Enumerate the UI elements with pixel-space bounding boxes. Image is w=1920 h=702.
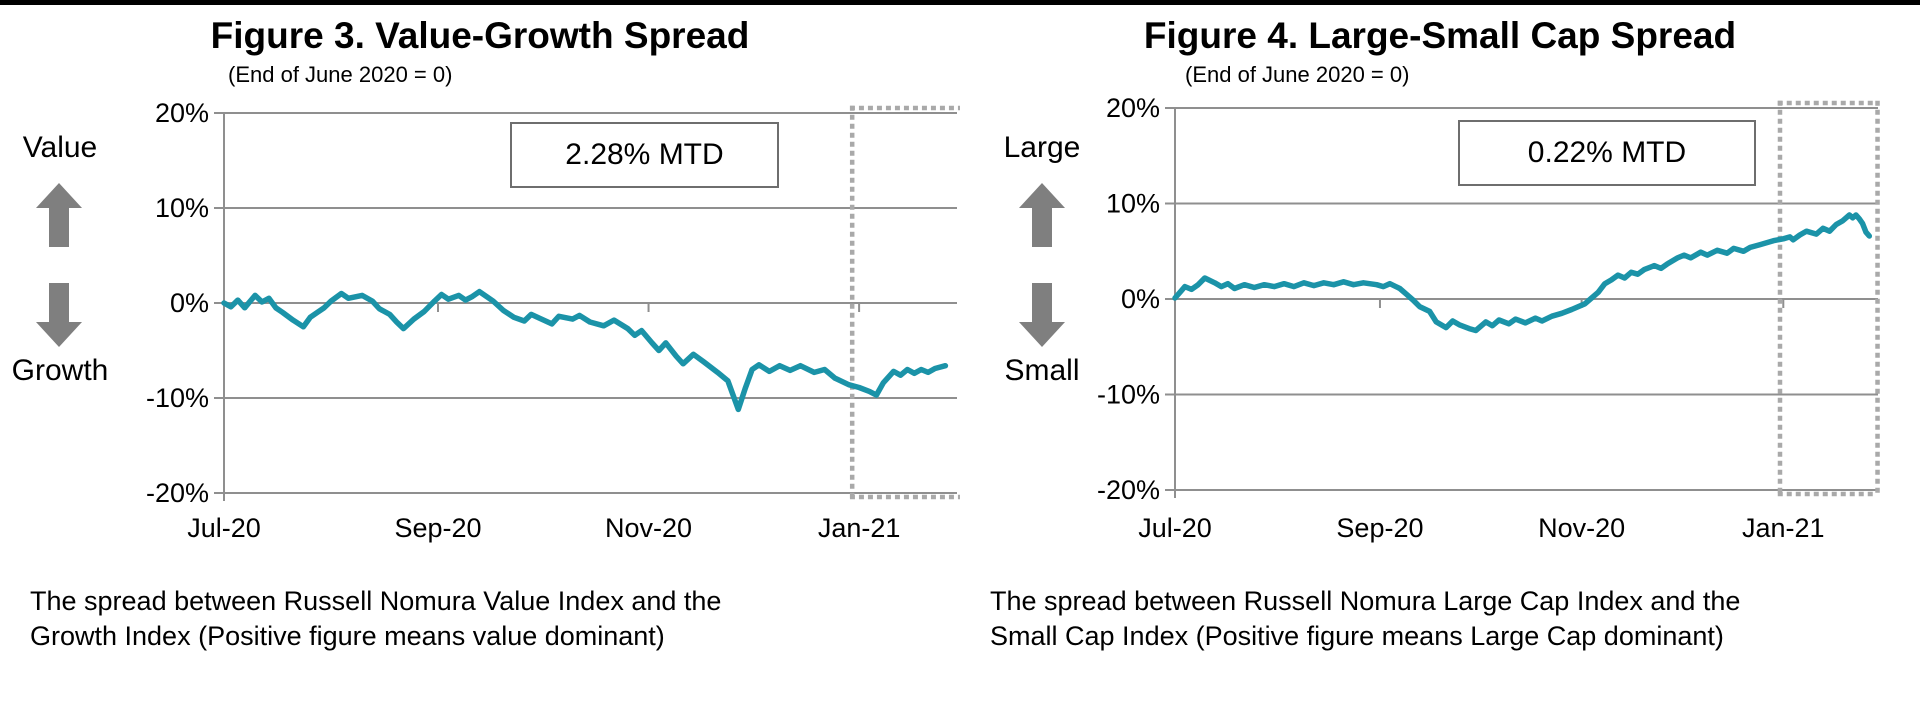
y-tick-label: 0%	[1121, 284, 1160, 314]
x-tick-label: Sep-20	[394, 513, 481, 543]
x-tick-label: Jan-21	[1742, 513, 1825, 543]
figure-3-side-legend: Value Growth	[0, 5, 120, 425]
value-growth-spread-chart: 20% 10% 0% -10% -20% Jul-20 Sep-20 Nov-20 Jan-21	[146, 98, 960, 543]
caption-line: The spread between Russell Nomura Large …	[990, 586, 1741, 616]
y-tick-label: 0%	[170, 288, 209, 318]
caption-line: Growth Index (Positive figure means valu…	[30, 621, 665, 651]
y-tick-label: 10%	[1106, 189, 1160, 219]
down-arrow-icon	[36, 283, 82, 347]
figure-3-caption: The spread between Russell Nomura Value …	[30, 584, 955, 654]
y-tick-label: 20%	[1106, 93, 1160, 123]
x-tick-label: Nov-20	[1538, 513, 1625, 543]
figure-4-caption: The spread between Russell Nomura Large …	[990, 584, 1915, 654]
value-direction-label: Value	[22, 131, 98, 164]
figure-3-subtitle: (End of June 2020 = 0)	[228, 62, 453, 87]
large-small-cap-spread-chart: 20% 10% 0% -10% -20% Jul-20 Sep-20 Nov-20 Jan-21	[1097, 93, 1880, 543]
mtd-annotation-box: 2.28% MTD	[510, 122, 779, 188]
mtd-annotation-label: 0.22% MTD	[1527, 136, 1687, 169]
figure-3-value-growth-spread: Figure 3. Value-Growth Spread (End of Ju…	[0, 5, 960, 702]
spread-line	[221, 288, 949, 413]
y-tick-label: -20%	[146, 478, 209, 508]
y-tick-label: -10%	[1097, 380, 1160, 410]
top-border-bar	[0, 0, 1920, 5]
down-arrow-icon	[1019, 283, 1065, 347]
x-tick-label: Jul-20	[187, 513, 261, 543]
spread-line	[1172, 212, 1873, 334]
figure-4-large-small-cap-spread: Figure 4. Large-Small Cap Spread (End of…	[960, 5, 1920, 702]
large-direction-label: Large	[1003, 131, 1081, 164]
mtd-annotation-label: 2.28% MTD	[565, 138, 724, 171]
growth-direction-label: Growth	[11, 354, 109, 387]
figure-4-subtitle: (End of June 2020 = 0)	[1185, 62, 1410, 87]
x-tick-label: Sep-20	[1336, 513, 1423, 543]
up-arrow-icon	[36, 183, 82, 247]
x-tick-label: Jan-21	[818, 513, 901, 543]
caption-line: The spread between Russell Nomura Value …	[30, 586, 722, 616]
x-tick-label: Nov-20	[605, 513, 692, 543]
figure-4-title: Figure 4. Large-Small Cap Spread	[1143, 15, 1737, 56]
mtd-annotation-box: 0.22% MTD	[1458, 120, 1756, 186]
small-direction-label: Small	[1004, 354, 1080, 387]
y-tick-label: -10%	[146, 383, 209, 413]
caption-line: Small Cap Index (Positive figure means L…	[990, 621, 1724, 651]
figure-3-title: Figure 3. Value-Growth Spread	[210, 15, 750, 56]
up-arrow-icon	[1019, 183, 1065, 247]
figure-4-side-legend: Large Small	[982, 5, 1102, 425]
y-tick-label: -20%	[1097, 475, 1160, 505]
y-tick-label: 10%	[155, 193, 209, 223]
x-tick-label: Jul-20	[1138, 513, 1212, 543]
y-tick-label: 20%	[155, 98, 209, 128]
